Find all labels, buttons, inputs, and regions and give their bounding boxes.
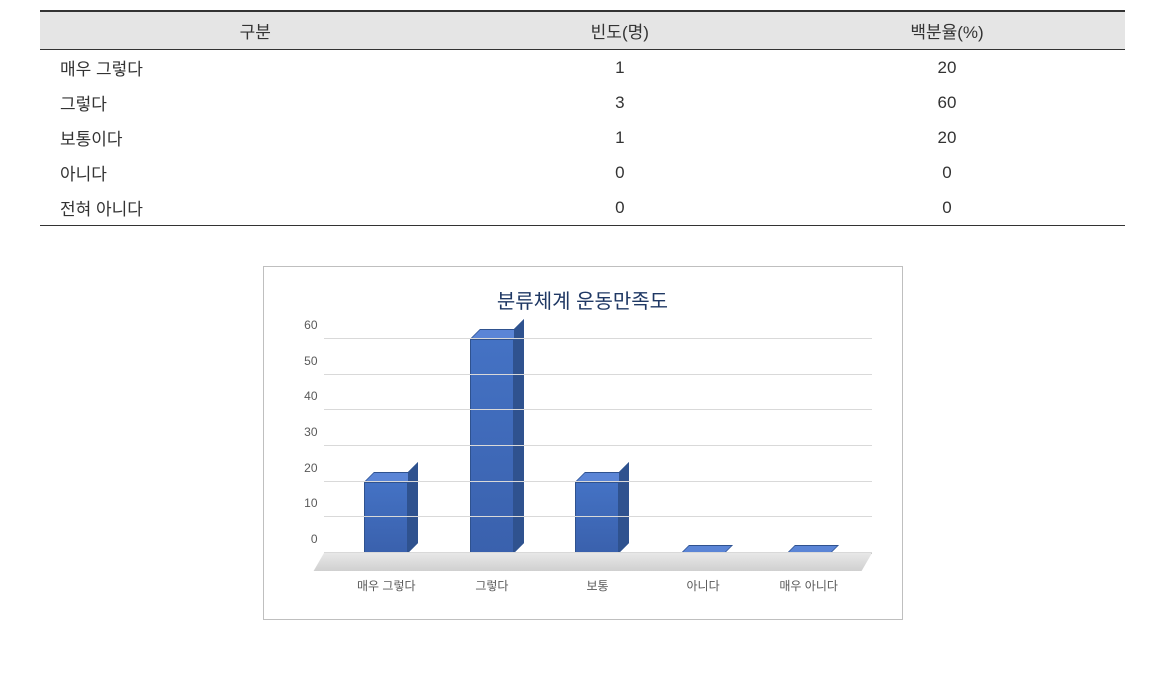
- col-header-category: 구분: [40, 11, 471, 50]
- y-tick-label: 30: [288, 425, 318, 439]
- gridline: [324, 481, 872, 482]
- bar-front: [470, 339, 514, 553]
- y-tick-label: 0: [288, 532, 318, 546]
- x-tick-label: 보통: [545, 559, 651, 599]
- gridline: [324, 445, 872, 446]
- bar: [470, 339, 514, 553]
- chart-wrapper: 분류체계 운동만족도 0102030405060 매우 그렇다그렇다보통아니다매…: [40, 266, 1125, 620]
- y-tick-label: 60: [288, 318, 318, 332]
- table-cell: 0: [769, 190, 1125, 226]
- table-cell: 1: [471, 120, 769, 155]
- y-tick-label: 20: [288, 461, 318, 475]
- table-cell: 1: [471, 50, 769, 86]
- x-axis: 매우 그렇다그렇다보통아니다매우 아니다: [334, 559, 862, 599]
- col-header-frequency: 빈도(명): [471, 11, 769, 50]
- gridline: [324, 338, 872, 339]
- plot-area: 0102030405060: [324, 339, 872, 554]
- table-row: 전혀 아니다00: [40, 190, 1125, 226]
- data-table-container: 구분 빈도(명) 백분율(%) 매우 그렇다120그렇다360보통이다120아니…: [40, 10, 1125, 226]
- table-cell: 전혀 아니다: [40, 190, 471, 226]
- y-tick-label: 40: [288, 389, 318, 403]
- table-row: 그렇다360: [40, 85, 1125, 120]
- bar-side: [408, 462, 418, 553]
- table-cell: 20: [769, 120, 1125, 155]
- gridline: [324, 552, 872, 553]
- chart-body: 0102030405060 매우 그렇다그렇다보통아니다매우 아니다: [324, 339, 872, 599]
- table-cell: 그렇다: [40, 85, 471, 120]
- table-cell: 60: [769, 85, 1125, 120]
- chart-title: 분류체계 운동만족도: [276, 285, 890, 314]
- x-tick-label: 아니다: [650, 559, 756, 599]
- table-row: 매우 그렇다120: [40, 50, 1125, 86]
- table-cell: 아니다: [40, 155, 471, 190]
- table-cell: 20: [769, 50, 1125, 86]
- gridline: [324, 374, 872, 375]
- y-tick-label: 10: [288, 496, 318, 510]
- bar-slot: [756, 339, 862, 553]
- bar-side: [514, 319, 524, 553]
- x-tick-label: 그렇다: [439, 559, 545, 599]
- gridline: [324, 409, 872, 410]
- bar-slot: [545, 339, 651, 553]
- table-cell: 매우 그렇다: [40, 50, 471, 86]
- x-tick-label: 매우 아니다: [756, 559, 862, 599]
- bar-slot: [650, 339, 756, 553]
- gridline: [324, 516, 872, 517]
- table-row: 아니다00: [40, 155, 1125, 190]
- bar-slot: [334, 339, 440, 553]
- table-cell: 3: [471, 85, 769, 120]
- table-cell: 0: [471, 155, 769, 190]
- table-row: 보통이다120: [40, 120, 1125, 155]
- bar-slot: [439, 339, 545, 553]
- chart-container: 분류체계 운동만족도 0102030405060 매우 그렇다그렇다보통아니다매…: [263, 266, 903, 620]
- x-tick-label: 매우 그렇다: [334, 559, 440, 599]
- table-body: 매우 그렇다120그렇다360보통이다120아니다00전혀 아니다00: [40, 50, 1125, 226]
- table-cell: 보통이다: [40, 120, 471, 155]
- table-header-row: 구분 빈도(명) 백분율(%): [40, 11, 1125, 50]
- y-tick-label: 50: [288, 354, 318, 368]
- bars-row: [334, 339, 862, 553]
- data-table: 구분 빈도(명) 백분율(%) 매우 그렇다120그렇다360보통이다120아니…: [40, 10, 1125, 226]
- table-cell: 0: [471, 190, 769, 226]
- col-header-percent: 백분율(%): [769, 11, 1125, 50]
- table-cell: 0: [769, 155, 1125, 190]
- bar-side: [619, 462, 629, 553]
